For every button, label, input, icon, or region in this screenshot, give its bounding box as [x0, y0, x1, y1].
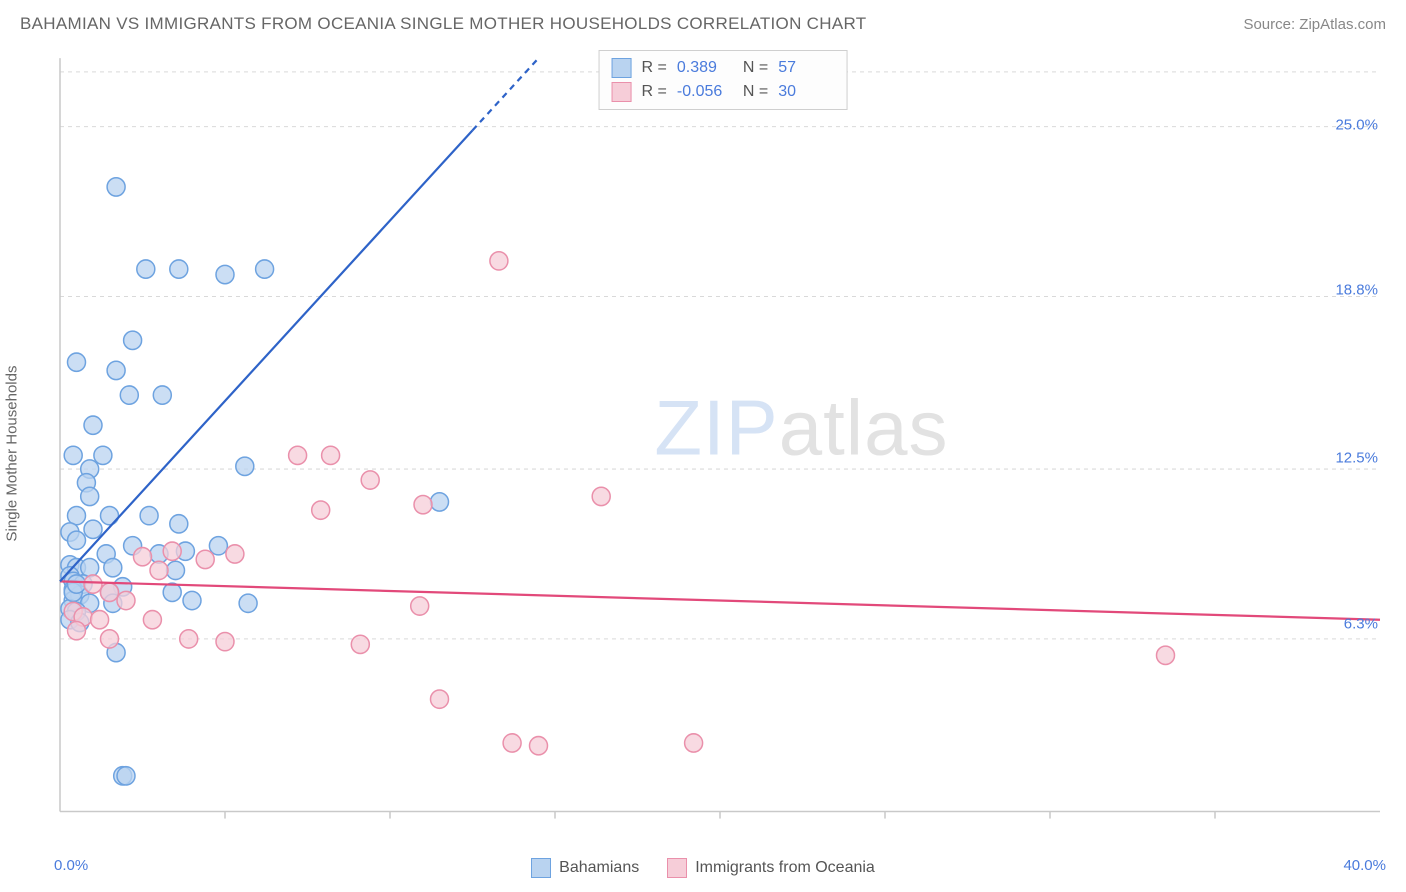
point-oceania [134, 548, 152, 566]
point-oceania [84, 575, 102, 593]
point-bahamians [209, 537, 227, 555]
point-bahamians [124, 331, 142, 349]
point-bahamians [153, 386, 171, 404]
point-oceania [143, 611, 161, 629]
scatter-plot [54, 48, 1386, 842]
chart-title: BAHAMIAN VS IMMIGRANTS FROM OCEANIA SING… [20, 14, 866, 34]
stats-row-oceania: R = -0.056 N = 30 [612, 80, 835, 104]
point-oceania [322, 446, 340, 464]
point-oceania [289, 446, 307, 464]
point-oceania [226, 545, 244, 563]
point-bahamians [167, 561, 185, 579]
stats-swatch-bahamians [612, 58, 632, 78]
r-label: R = [642, 59, 667, 77]
point-bahamians [137, 260, 155, 278]
point-bahamians [84, 520, 102, 538]
legend-swatch-bahamians [531, 858, 551, 878]
point-oceania [101, 583, 119, 601]
point-bahamians [81, 559, 99, 577]
point-oceania [431, 690, 449, 708]
r-value-oceania: -0.056 [677, 83, 733, 101]
point-oceania [312, 501, 330, 519]
legend-label-oceania: Immigrants from Oceania [695, 859, 875, 877]
point-bahamians [101, 506, 119, 524]
point-oceania [150, 561, 168, 579]
point-oceania [117, 591, 135, 609]
point-bahamians [256, 260, 274, 278]
point-oceania [503, 734, 521, 752]
point-oceania [530, 737, 548, 755]
n-value-oceania: 30 [778, 83, 834, 101]
point-bahamians [68, 353, 86, 371]
r-value-bahamians: 0.389 [677, 59, 733, 77]
point-oceania [361, 471, 379, 489]
point-bahamians [431, 493, 449, 511]
point-oceania [1157, 646, 1175, 664]
point-bahamians [107, 178, 125, 196]
point-bahamians [216, 265, 234, 283]
point-bahamians [120, 386, 138, 404]
point-bahamians [117, 767, 135, 785]
point-bahamians [107, 361, 125, 379]
point-oceania [414, 496, 432, 514]
stats-row-bahamians: R = 0.389 N = 57 [612, 56, 835, 80]
legend-label-bahamians: Bahamians [559, 859, 639, 877]
legend-swatch-oceania [667, 858, 687, 878]
point-oceania [411, 597, 429, 615]
bottom-legend: Bahamians Immigrants from Oceania [0, 858, 1406, 878]
point-bahamians [64, 446, 82, 464]
point-bahamians [68, 506, 86, 524]
point-oceania [351, 635, 369, 653]
point-oceania [163, 542, 181, 560]
point-bahamians [81, 487, 99, 505]
n-value-bahamians: 57 [778, 59, 834, 77]
n-label: N = [743, 59, 768, 77]
point-bahamians [94, 446, 112, 464]
point-bahamians [68, 531, 86, 549]
point-bahamians [170, 260, 188, 278]
point-oceania [216, 632, 234, 650]
point-oceania [68, 622, 86, 640]
point-bahamians [183, 591, 201, 609]
legend-item-bahamians: Bahamians [531, 858, 639, 878]
stats-legend-box: R = 0.389 N = 57 R = -0.056 N = 30 [599, 50, 848, 110]
point-bahamians [170, 515, 188, 533]
stats-swatch-oceania [612, 82, 632, 102]
legend-item-oceania: Immigrants from Oceania [667, 858, 875, 878]
point-bahamians [236, 457, 254, 475]
point-oceania [685, 734, 703, 752]
n-label: N = [743, 83, 768, 101]
point-bahamians [84, 416, 102, 434]
point-oceania [101, 630, 119, 648]
source-label: Source: ZipAtlas.com [1243, 16, 1386, 33]
point-bahamians [239, 594, 257, 612]
point-oceania [592, 487, 610, 505]
point-bahamians [68, 575, 86, 593]
point-bahamians [140, 506, 158, 524]
point-oceania [196, 550, 214, 568]
point-oceania [490, 252, 508, 270]
y-axis-label: Single Mother Households [4, 366, 21, 542]
point-bahamians [104, 559, 122, 577]
point-oceania [91, 611, 109, 629]
point-oceania [180, 630, 198, 648]
r-label: R = [642, 83, 667, 101]
